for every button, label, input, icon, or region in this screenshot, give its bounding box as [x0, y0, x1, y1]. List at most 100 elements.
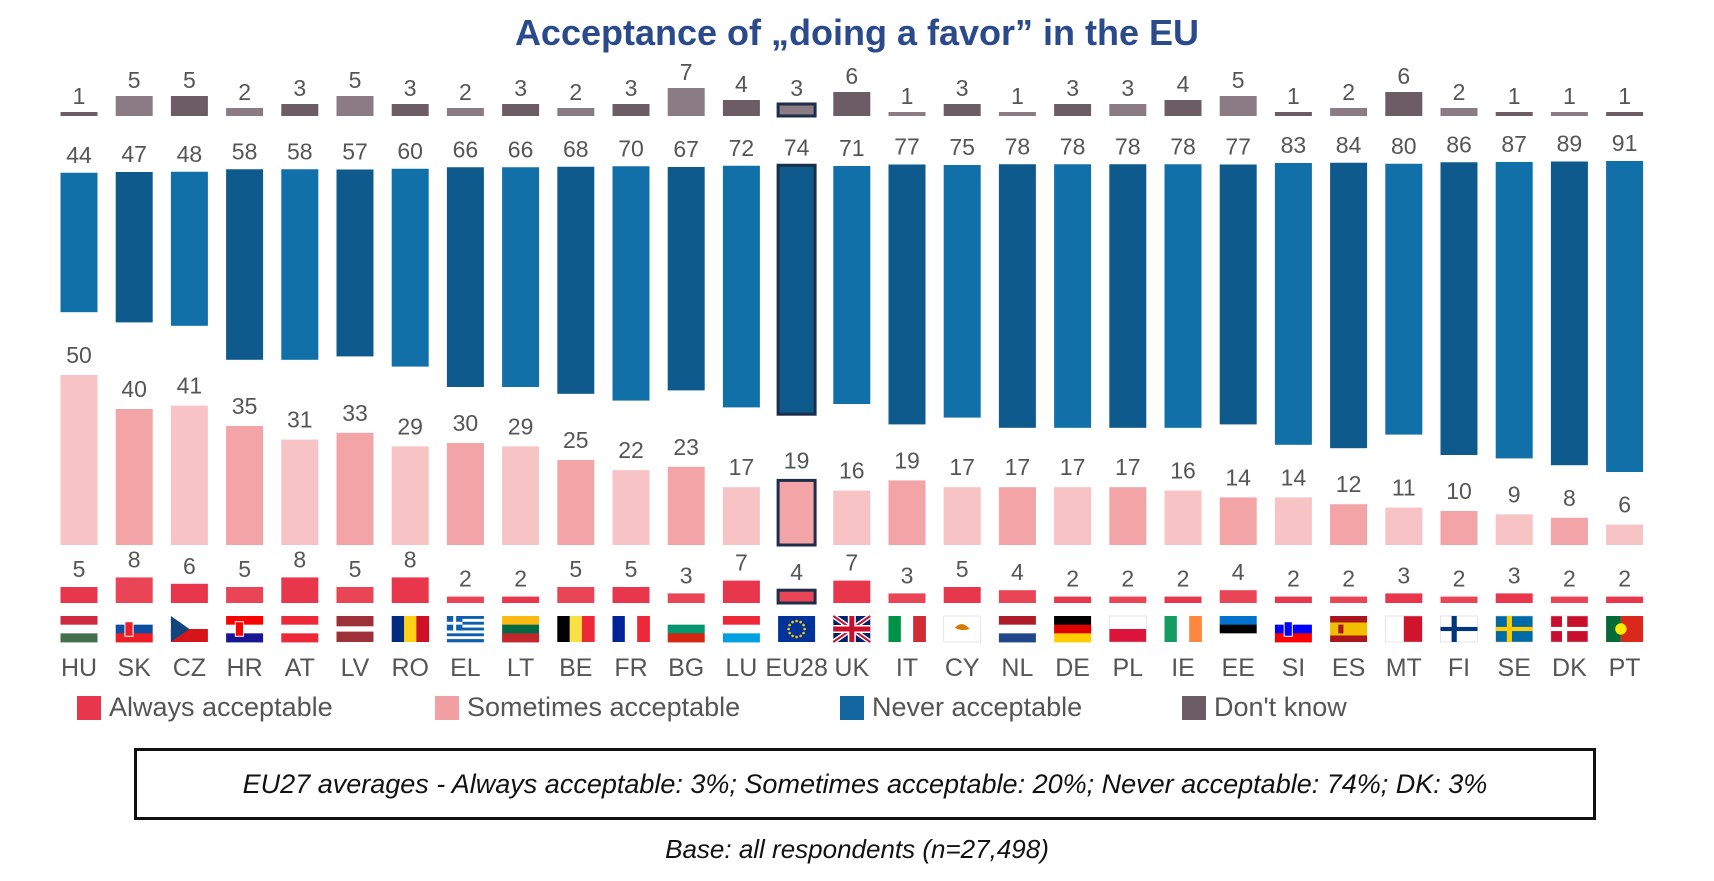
- country-label-cy: CY: [945, 654, 980, 682]
- label-never-at: 58: [287, 138, 313, 164]
- label-dont-know-bg: 7: [680, 59, 693, 85]
- label-never-nl: 78: [1005, 133, 1031, 159]
- label-never-es: 84: [1336, 132, 1362, 158]
- bar-dont-know-sk: [115, 96, 153, 116]
- country-label-de: DE: [1055, 654, 1090, 682]
- bar-always-se: [1495, 593, 1533, 603]
- country-label-ie: IE: [1171, 654, 1195, 682]
- bar-sometimes-lv: [336, 432, 374, 545]
- flag-fi-icon: [1440, 615, 1478, 643]
- bar-dont-know-eu28: [776, 102, 817, 118]
- bar-sometimes-cz: [170, 405, 208, 545]
- bar-always-ro: [391, 577, 429, 603]
- label-dont-know-cz: 5: [183, 67, 196, 93]
- bar-always-uk: [833, 580, 871, 603]
- flag-lv-icon: [336, 616, 374, 642]
- label-never-el: 66: [453, 136, 479, 162]
- label-always-fi: 2: [1453, 566, 1466, 592]
- label-sometimes-de: 17: [1060, 454, 1086, 480]
- bar-dont-know-it: [888, 112, 926, 116]
- label-dont-know-it: 1: [901, 83, 914, 109]
- country-label-dk: DK: [1552, 654, 1587, 682]
- label-never-si: 83: [1281, 132, 1307, 158]
- bar-always-lt: [502, 596, 540, 603]
- flag-pt-icon: [1606, 616, 1644, 642]
- bar-dont-know-el: [446, 108, 484, 116]
- flag-ee-icon: [1219, 616, 1257, 643]
- country-label-sk: SK: [118, 654, 152, 682]
- bar-never-se: [1495, 162, 1533, 459]
- label-sometimes-eu28: 19: [784, 447, 810, 473]
- label-sometimes-bg: 23: [673, 434, 699, 460]
- label-dont-know-lu: 4: [735, 71, 748, 97]
- bar-dont-know-dk: [1550, 112, 1588, 116]
- label-dont-know-si: 1: [1287, 83, 1300, 109]
- legend-label-never: Never acceptable: [872, 692, 1083, 722]
- bar-sometimes-mt: [1385, 507, 1423, 545]
- label-sometimes-be: 25: [563, 427, 589, 453]
- bar-dont-know-lt: [502, 104, 540, 116]
- label-never-se: 87: [1501, 131, 1527, 157]
- bar-sometimes-uk: [833, 490, 871, 545]
- flag-de-icon: [1054, 616, 1092, 643]
- bar-never-cz: [170, 171, 208, 326]
- label-dont-know-de: 3: [1066, 75, 1079, 101]
- label-always-dk: 2: [1563, 566, 1576, 592]
- bar-always-pl: [1109, 596, 1147, 603]
- label-sometimes-pl: 17: [1115, 454, 1141, 480]
- label-sometimes-uk: 16: [839, 458, 865, 484]
- label-dont-know-uk: 6: [845, 63, 858, 89]
- bar-sometimes-bg: [667, 466, 705, 545]
- bar-sometimes-lt: [502, 446, 540, 545]
- bar-never-el: [446, 167, 484, 387]
- bar-always-cz: [170, 583, 208, 603]
- legend-swatch-dont-know: [1182, 695, 1206, 720]
- flag-at-icon: [281, 616, 319, 643]
- country-label-pl: PL: [1113, 654, 1144, 682]
- label-dont-know-be: 2: [569, 79, 582, 105]
- bar-never-fi: [1440, 162, 1478, 455]
- label-dont-know-se: 1: [1508, 83, 1521, 109]
- label-always-hr: 5: [238, 556, 251, 582]
- bar-never-be: [557, 166, 595, 394]
- flag-cy-icon: [943, 615, 981, 643]
- chart-title: Acceptance of „doing a favor” in the EU: [514, 12, 1200, 53]
- label-always-cz: 6: [183, 553, 196, 579]
- bar-sometimes-eu28: [776, 478, 817, 547]
- legend-swatch-sometimes: [435, 695, 459, 720]
- bar-sometimes-ro: [391, 446, 429, 545]
- label-sometimes-ee: 14: [1225, 464, 1251, 490]
- country-label-hr: HR: [227, 654, 263, 682]
- label-sometimes-lu: 17: [729, 454, 755, 480]
- bar-never-es: [1330, 162, 1368, 449]
- bar-sometimes-at: [281, 439, 319, 545]
- label-always-se: 3: [1508, 562, 1521, 588]
- bar-sometimes-hu: [60, 375, 98, 545]
- flag-lt-icon: [502, 616, 540, 643]
- label-dont-know-fr: 3: [625, 75, 638, 101]
- bar-always-fi: [1440, 596, 1478, 603]
- country-label-si: SI: [1282, 654, 1306, 682]
- bar-dont-know-pl: [1109, 104, 1147, 116]
- bar-never-eu28: [776, 163, 817, 416]
- flag-fr-icon: [612, 616, 650, 642]
- bar-never-pl: [1109, 164, 1147, 428]
- label-sometimes-fi: 10: [1446, 478, 1472, 504]
- label-always-bg: 3: [680, 562, 693, 588]
- bar-dont-know-es: [1330, 108, 1368, 116]
- flag-es-icon: [1330, 616, 1368, 642]
- bar-sometimes-cy: [943, 487, 981, 545]
- bar-never-lv: [336, 169, 374, 357]
- country-label-fr: FR: [614, 654, 647, 682]
- label-never-bg: 67: [673, 136, 699, 162]
- bar-dont-know-cz: [170, 96, 208, 116]
- country-label-ro: RO: [391, 654, 429, 682]
- bar-always-fr: [612, 587, 650, 603]
- label-dont-know-pl: 3: [1121, 75, 1134, 101]
- bar-always-el: [446, 596, 484, 603]
- legend-swatch-always: [77, 695, 101, 720]
- eu27-averages-note: EU27 averages - Always acceptable: 3%; S…: [134, 748, 1596, 820]
- label-sometimes-hu: 50: [66, 342, 92, 368]
- label-dont-know-es: 2: [1342, 79, 1355, 105]
- bar-sometimes-be: [557, 460, 595, 545]
